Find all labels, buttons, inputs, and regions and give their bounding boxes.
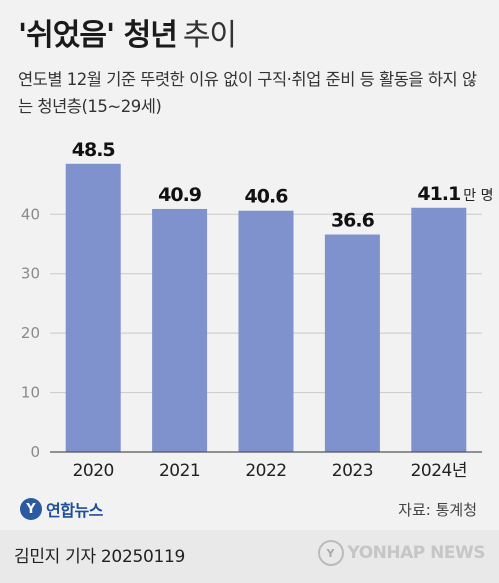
title-light: 추이 [182,18,237,53]
title-bold: '쉬었음' 청년 [18,18,178,53]
data-label: 40.9 [158,184,201,206]
bar [152,208,208,452]
author-credit: 김민지 기자 20250119 [14,547,186,567]
yonhap-logo-text: 연합뉴스 [46,501,103,520]
y-tick-label: 20 [21,324,40,342]
source-note: 자료: 통계청 [398,501,477,519]
x-tick-label: 2024년 [411,461,467,481]
chart-title: '쉬었음' 청년 추이 [18,10,237,54]
chart-subtitle: 연도별 12월 기준 뚜렷한 이유 없이 구직·취업 준비 등 활동을 하지 않… [18,70,477,116]
x-tick-label: 2020 [73,461,114,481]
bar [411,207,467,452]
yonhap-news-icon: Y [317,540,344,566]
yonhap-logo-icon: Y [20,498,42,520]
x-tick-label: 2022 [245,461,286,481]
bar [65,163,121,452]
y-tick-label: 10 [21,384,40,402]
unit-label: 만 명 [463,188,493,204]
data-label: 41.1 [417,183,460,205]
bar [324,234,380,452]
data-label: 40.6 [245,186,289,208]
yonhap-news-logo: Y YONHAP NEWS [317,540,486,566]
y-tick-label: 30 [21,265,40,283]
x-tick-label: 2021 [159,461,200,481]
x-tick-label: 2023 [332,461,373,481]
footer-bar [0,530,499,583]
yonhap-news-text: YONHAP NEWS [347,543,486,563]
yonhap-branding: Y 연합뉴스 [20,497,103,521]
y-tick-label: 40 [21,205,40,223]
data-label: 48.5 [72,139,115,161]
y-tick-label: 0 [30,443,40,461]
bar [238,210,294,452]
data-label: 36.6 [331,210,375,232]
